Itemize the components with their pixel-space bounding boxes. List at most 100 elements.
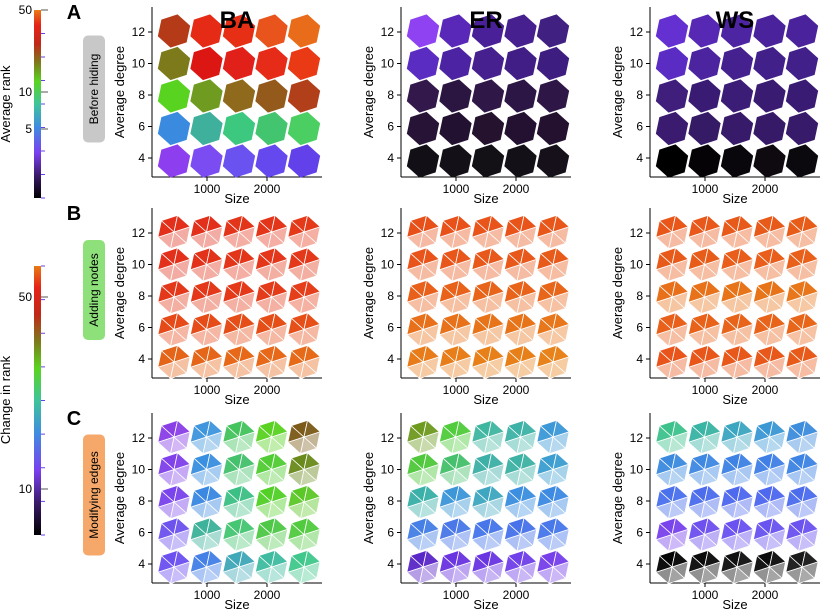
y-tick-label: 10	[630, 463, 644, 477]
hex-wedge	[303, 452, 321, 471]
hex-wedge	[671, 452, 689, 471]
row-letter: B	[67, 203, 81, 225]
hex-wedge	[454, 279, 473, 298]
hex-wedge	[671, 247, 689, 266]
hex-cell	[471, 14, 505, 48]
hex-wedge	[552, 279, 570, 298]
row-label-pill: Modifying edges	[83, 434, 105, 556]
y-tick-label: 10	[132, 57, 146, 71]
hex-cell	[287, 279, 321, 315]
hex-cell	[406, 549, 440, 585]
hex-wedge	[736, 452, 754, 471]
hex-cell	[471, 517, 505, 552]
hex-cell	[287, 214, 321, 250]
hex-wedge	[801, 419, 819, 438]
hex-cell	[222, 484, 256, 520]
hex-cell	[785, 111, 819, 146]
panel-B-WS: 4 6 8 10 12 1000 2000 Size Average degree	[610, 208, 820, 407]
hex-cell	[655, 46, 689, 81]
y-tick-label: 12	[630, 25, 644, 39]
hex-wedge	[519, 419, 538, 438]
hex-cell	[255, 111, 288, 146]
hex-cell	[222, 79, 256, 113]
hex-cell	[503, 452, 538, 487]
hex-wedge	[736, 419, 754, 438]
panel-B-ER: 4 6 8 10 12 1000 2000 Size Average degree	[361, 208, 571, 407]
hex-cell	[189, 247, 224, 282]
colorbar-label: Average rank	[0, 65, 13, 143]
hex-cell	[157, 144, 191, 178]
hex-wedge	[173, 312, 191, 331]
hex-wedge	[736, 517, 754, 536]
y-tick-label: 8	[636, 88, 643, 102]
y-tick-label: 12	[381, 25, 395, 39]
x-tick-label: 2000	[752, 182, 779, 196]
hex-cell	[720, 247, 754, 282]
hex-cell	[536, 517, 570, 552]
x-tick-label: 2000	[254, 588, 281, 602]
hex-wedge	[303, 344, 321, 363]
x-tick-label: 2000	[503, 588, 530, 602]
y-tick-label: 12	[630, 431, 644, 445]
hex-wedge	[205, 279, 224, 298]
hex-cell	[406, 452, 440, 487]
hex-cell	[254, 517, 289, 552]
y-tick-label: 4	[636, 151, 643, 165]
hex-wedge	[703, 247, 722, 266]
panel-C-ER: 4 6 8 10 12 1000 2000 Size Average degree	[361, 413, 571, 612]
panel-A-WS: 4 6 8 10 12 1000 2000 Size Average degree	[610, 7, 820, 206]
hex-wedge	[422, 517, 440, 536]
hex-wedge	[173, 419, 191, 438]
hex-cell	[785, 144, 819, 178]
hex-wedge	[454, 419, 473, 438]
hex-cell	[752, 517, 787, 552]
hex-cell	[406, 79, 440, 113]
hex-wedge	[303, 484, 321, 503]
hex-wedge	[487, 484, 505, 503]
hex-cell	[471, 452, 505, 487]
hex-cell	[157, 14, 191, 48]
hex-wedge	[422, 247, 440, 266]
hex-wedge	[801, 247, 819, 266]
hex-cell	[655, 419, 689, 455]
colorbar-gradient	[34, 10, 41, 198]
hex-cell	[287, 247, 321, 282]
hex-wedge	[519, 517, 538, 536]
y-axis-label: Average degree	[361, 46, 376, 138]
hex-cell	[655, 214, 689, 250]
y-tick-label: 8	[138, 289, 145, 303]
hex-wedge	[736, 344, 754, 363]
hex-wedge	[671, 344, 689, 363]
hex-cell	[752, 419, 787, 455]
hex-cell	[254, 312, 289, 347]
hex-cell	[720, 144, 754, 178]
y-tick-label: 10	[381, 258, 395, 272]
hex-cell	[438, 247, 473, 282]
hex-cell	[785, 46, 819, 81]
x-tick-label: 1000	[443, 588, 470, 602]
hex-wedge	[552, 419, 570, 438]
hex-wedge	[552, 549, 570, 568]
hex-cell	[222, 214, 256, 250]
hex-cell	[471, 344, 505, 380]
hex-cell	[753, 14, 786, 48]
hex-cell	[503, 344, 538, 380]
hex-cell	[504, 14, 537, 48]
hex-cell	[190, 111, 223, 146]
hex-wedge	[205, 419, 224, 438]
hex-cell	[785, 79, 819, 113]
hex-wedge	[173, 484, 191, 503]
x-tick-label: 1000	[194, 588, 221, 602]
x-axis-label: Size	[473, 191, 498, 206]
hex-cell	[720, 484, 754, 520]
hex-cell	[720, 549, 754, 585]
y-tick-label: 12	[381, 226, 395, 240]
row-letter: C	[67, 408, 81, 430]
hex-cell	[504, 46, 537, 81]
hex-cell	[439, 79, 472, 113]
hex-cell	[157, 517, 191, 552]
hex-wedge	[173, 549, 191, 568]
hex-cell	[753, 144, 786, 178]
hex-cell	[536, 144, 570, 178]
y-tick-label: 6	[636, 120, 643, 134]
